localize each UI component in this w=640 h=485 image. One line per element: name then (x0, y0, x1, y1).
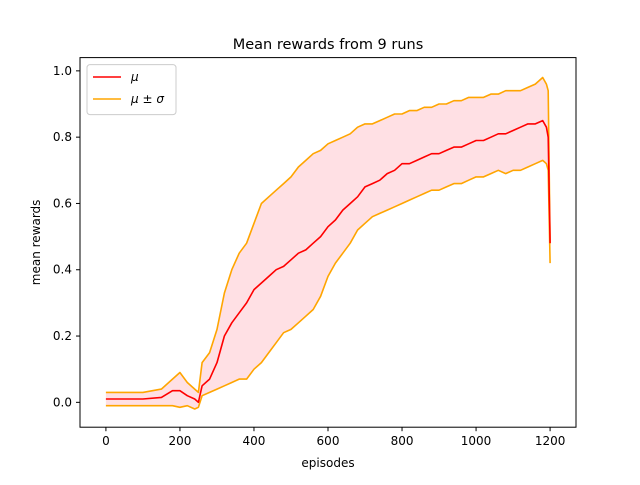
x-tick-label: 800 (391, 434, 414, 448)
plot-layer (105, 76, 551, 410)
y-axis-label: mean rewards (29, 200, 43, 286)
legend-band-label: μ ± σ (130, 92, 164, 106)
std-band-fill (105, 77, 551, 409)
y-tick-label: 0.6 (53, 196, 72, 210)
y-tick-label: 1.0 (53, 64, 72, 78)
y-tick-label: 0.4 (53, 263, 72, 277)
y-tick-label: 0.8 (53, 130, 72, 144)
mean-line (105, 119, 551, 404)
y-tick-label: 0.2 (53, 329, 72, 343)
x-tick-label: 0 (102, 434, 110, 448)
x-tick-label: 1200 (535, 434, 566, 448)
legend: μ μ ± σ (86, 64, 177, 116)
legend-mean-label: μ (130, 70, 139, 84)
x-tick-label: 400 (243, 434, 266, 448)
x-tick-label: 600 (317, 434, 340, 448)
upper-band-line (105, 76, 551, 394)
x-tick-label: 200 (168, 434, 191, 448)
lower-band-line (105, 159, 551, 410)
axes-layer: 0 200 400 600 800 1000 1200 0.0 0.2 0.4 0.6 0.8 1.0 (53, 64, 565, 448)
y-tick-label: 0.0 (53, 395, 72, 409)
x-tick-label: 1000 (461, 434, 492, 448)
x-axis-label: episodes (301, 456, 354, 470)
chart-title: Mean rewards from 9 runs (233, 37, 424, 53)
